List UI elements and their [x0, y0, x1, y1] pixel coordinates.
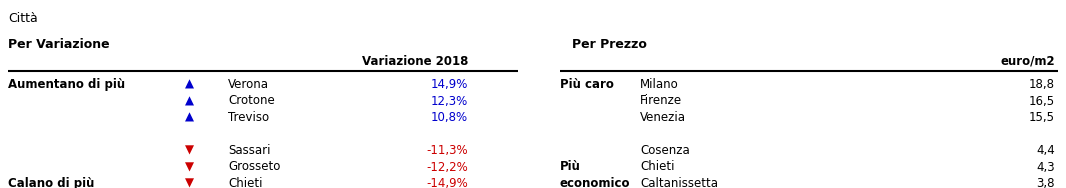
- Text: 12,3%: 12,3%: [431, 95, 468, 108]
- Text: Aumentano di più: Aumentano di più: [9, 78, 125, 91]
- Text: ▲: ▲: [185, 78, 194, 91]
- Text: Venezia: Venezia: [640, 111, 687, 124]
- Text: Sassari: Sassari: [228, 144, 271, 157]
- Text: 14,9%: 14,9%: [431, 78, 468, 91]
- Text: Variazione 2018: Variazione 2018: [361, 55, 468, 68]
- Text: 15,5: 15,5: [1029, 111, 1055, 124]
- Text: 18,8: 18,8: [1029, 78, 1055, 91]
- Text: ▼: ▼: [185, 177, 194, 188]
- Text: Milano: Milano: [640, 78, 679, 91]
- Text: Verona: Verona: [228, 78, 269, 91]
- Text: ▲: ▲: [185, 111, 194, 124]
- Text: 10,8%: 10,8%: [431, 111, 468, 124]
- Text: Crotone: Crotone: [228, 95, 275, 108]
- Text: ▲: ▲: [185, 95, 194, 108]
- Text: Chieti: Chieti: [228, 177, 262, 188]
- Text: -12,2%: -12,2%: [426, 161, 468, 174]
- Text: ▼: ▼: [185, 144, 194, 157]
- Text: 4,4: 4,4: [1036, 144, 1055, 157]
- Text: Città: Città: [9, 12, 37, 25]
- Text: Chieti: Chieti: [640, 161, 675, 174]
- Text: euro/m2: euro/m2: [1000, 55, 1055, 68]
- Text: Grosseto: Grosseto: [228, 161, 280, 174]
- Text: Più: Più: [560, 161, 581, 174]
- Text: -11,3%: -11,3%: [426, 144, 468, 157]
- Text: Più caro: Più caro: [560, 78, 614, 91]
- Text: Caltanissetta: Caltanissetta: [640, 177, 718, 188]
- Text: 3,8: 3,8: [1036, 177, 1055, 188]
- Text: Per Prezzo: Per Prezzo: [572, 38, 647, 51]
- Text: Cosenza: Cosenza: [640, 144, 690, 157]
- Text: 4,3: 4,3: [1036, 161, 1055, 174]
- Text: 16,5: 16,5: [1029, 95, 1055, 108]
- Text: ▼: ▼: [185, 161, 194, 174]
- Text: -14,9%: -14,9%: [426, 177, 468, 188]
- Text: Per Variazione: Per Variazione: [9, 38, 110, 51]
- Text: Firenze: Firenze: [640, 95, 682, 108]
- Text: Calano di più: Calano di più: [9, 177, 95, 188]
- Text: economico: economico: [560, 177, 630, 188]
- Text: Treviso: Treviso: [228, 111, 269, 124]
